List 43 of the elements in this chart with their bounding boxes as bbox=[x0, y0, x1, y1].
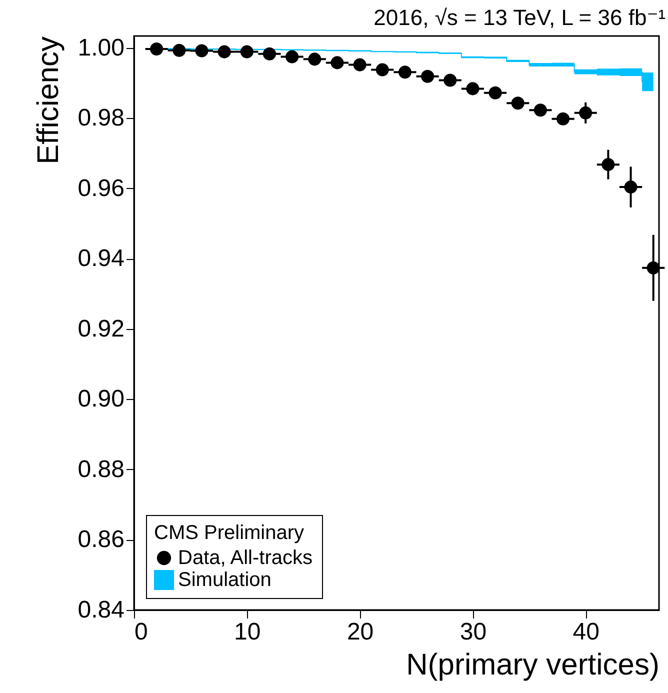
chart-title: 2016, √s = 13 TeV, L = 36 fb⁻¹ bbox=[374, 4, 666, 30]
point bbox=[556, 112, 570, 126]
y-tick-label: 0.98 bbox=[78, 104, 124, 132]
x-axis-title: N(primary vertices) bbox=[406, 648, 660, 682]
point bbox=[308, 52, 322, 66]
point bbox=[286, 50, 299, 64]
x-tick-label: 40 bbox=[572, 618, 600, 646]
point bbox=[421, 70, 434, 83]
y-tick-label: 0.90 bbox=[78, 386, 124, 413]
point bbox=[353, 58, 366, 72]
point bbox=[262, 47, 276, 60]
point bbox=[218, 45, 231, 58]
point bbox=[466, 82, 480, 96]
point bbox=[172, 44, 186, 57]
y-tick-label: 0.92 bbox=[78, 315, 124, 342]
x-tick-label: 20 bbox=[346, 618, 374, 646]
x-tick-label: 0 bbox=[134, 618, 148, 646]
point bbox=[240, 45, 254, 58]
point bbox=[579, 106, 592, 120]
point bbox=[150, 42, 164, 56]
x-tick-label: 30 bbox=[460, 618, 487, 646]
point bbox=[624, 180, 638, 194]
y-tick-label: 0.96 bbox=[78, 174, 124, 202]
legend-label: Simulation bbox=[178, 569, 272, 591]
point bbox=[330, 56, 344, 70]
legend-title: CMS Preliminary bbox=[154, 522, 304, 544]
point bbox=[195, 44, 208, 58]
point bbox=[602, 158, 615, 172]
y-tick-label: 1.00 bbox=[78, 34, 124, 62]
y-tick-label: 0.86 bbox=[78, 526, 124, 554]
y-tick-label: 0.88 bbox=[78, 456, 124, 483]
x-tick-label: 10 bbox=[234, 618, 261, 646]
y-axis-title: Efficiency bbox=[32, 36, 65, 164]
point bbox=[444, 74, 457, 87]
point bbox=[376, 63, 389, 76]
y-tick-label: 0.84 bbox=[78, 596, 124, 624]
point bbox=[511, 96, 524, 110]
legend-label: Data, All-tracks bbox=[178, 547, 312, 569]
point bbox=[488, 86, 502, 100]
point bbox=[646, 261, 660, 274]
point bbox=[398, 66, 412, 79]
point bbox=[534, 104, 547, 117]
y-tick-label: 0.94 bbox=[78, 245, 124, 272]
